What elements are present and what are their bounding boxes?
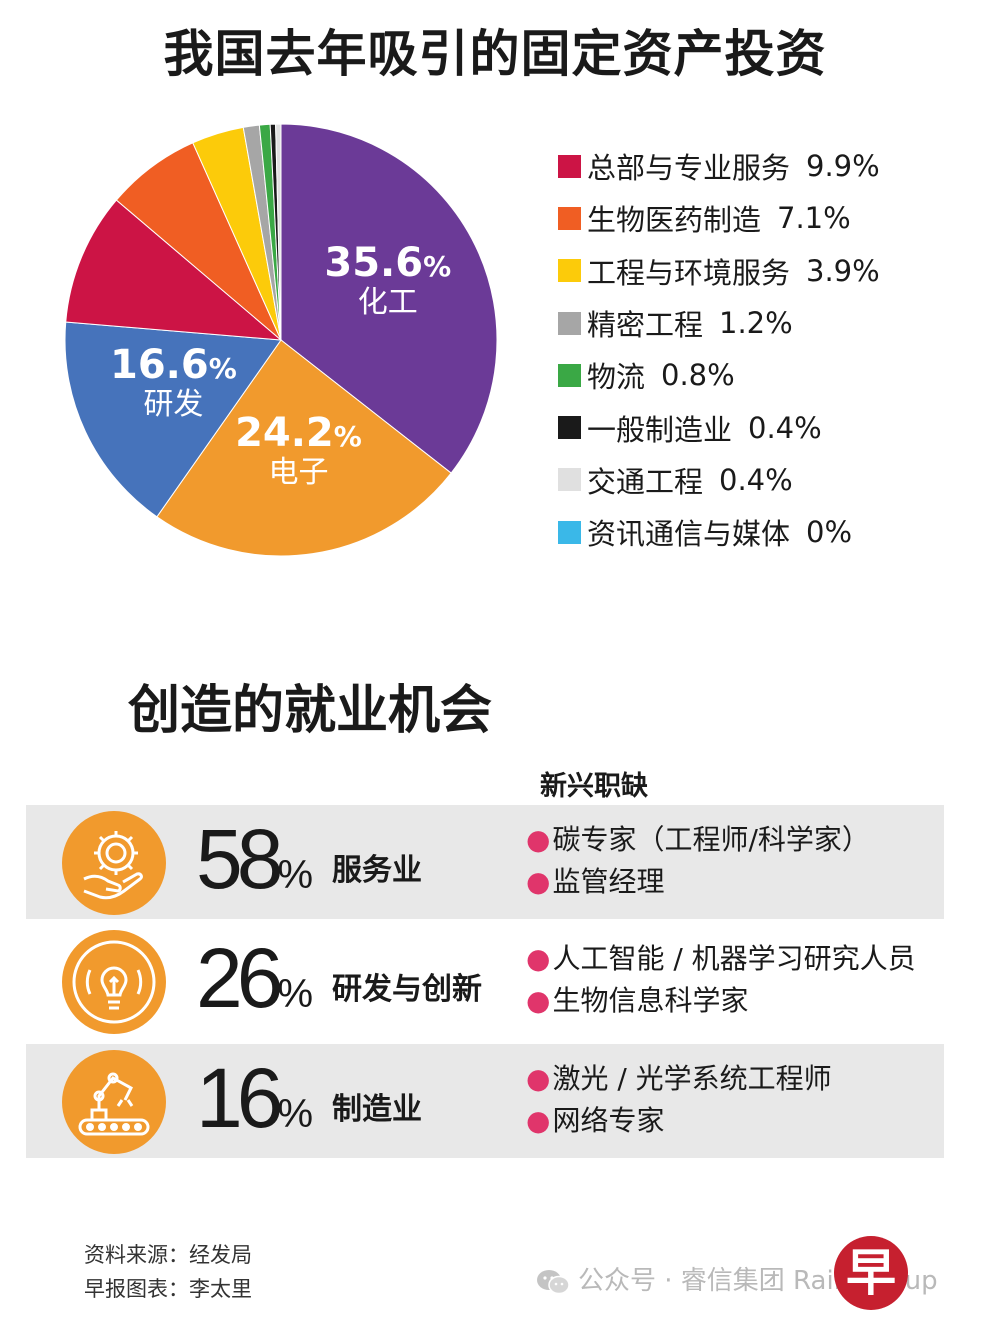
legend-value: 7.1% bbox=[777, 201, 851, 236]
legend-value: 1.2% bbox=[719, 306, 793, 341]
legend-value: 0.8% bbox=[661, 358, 735, 393]
pie-label-name: 电子 bbox=[268, 454, 329, 490]
pie-slice-9 bbox=[275, 123, 282, 341]
robot-arm-icon bbox=[62, 1050, 166, 1154]
legend-swatch bbox=[558, 520, 581, 544]
pie-slice-3 bbox=[65, 199, 283, 341]
lightbulb-icon bbox=[62, 930, 166, 1034]
pie-label-1: 24.2% 电子 bbox=[208, 410, 388, 491]
bullet-icon: ● bbox=[526, 942, 551, 975]
pie-label-2: 16.6% 研发 bbox=[83, 342, 263, 423]
source-note: 资料来源：经发局 bbox=[84, 1243, 252, 1267]
job-role: ●生物信息科学家 bbox=[526, 984, 749, 1017]
job-roles: ●人工智能 / 机器学习研究人员 ●生物信息科学家 bbox=[526, 938, 916, 1022]
footer: 资料来源：经发局 早报图表：李太里 bbox=[84, 1238, 252, 1306]
legend-label: 精密工程 bbox=[587, 308, 704, 343]
wechat-icon bbox=[537, 1269, 570, 1294]
job-sector: 研发与创新 bbox=[332, 972, 482, 1007]
pie-slice-1 bbox=[156, 339, 452, 557]
pie-chart bbox=[64, 123, 498, 557]
job-role: ●人工智能 / 机器学习研究人员 bbox=[526, 942, 916, 975]
legend-item: 工程与环境服务 3.9% bbox=[558, 245, 880, 297]
job-role: ●监管经理 bbox=[526, 865, 665, 898]
legend-value: 0.4% bbox=[748, 410, 822, 445]
legend-label: 资讯通信与媒体 bbox=[587, 517, 791, 552]
pie-slice-0 bbox=[280, 123, 498, 474]
bullet-icon: ● bbox=[526, 823, 551, 856]
legend-item: 精密工程 1.2% bbox=[558, 297, 880, 349]
bullet-icon: ● bbox=[526, 984, 551, 1017]
jobs-title: 创造的就业机会 bbox=[128, 681, 493, 741]
legend-swatch bbox=[558, 416, 581, 440]
job-percent: 26% bbox=[196, 931, 314, 1025]
job-role: ●激光 / 光学系统工程师 bbox=[526, 1062, 832, 1095]
legend-label: 总部与专业服务 bbox=[587, 151, 791, 186]
legend-item: 一般制造业 0.4% bbox=[558, 401, 880, 453]
legend-item: 资讯通信与媒体 0% bbox=[558, 506, 880, 558]
pie-label-value: 16.6% bbox=[110, 342, 237, 389]
pie-slice-2 bbox=[64, 321, 282, 518]
legend-item: 物流 0.8% bbox=[558, 349, 880, 401]
bullet-icon: ● bbox=[526, 865, 551, 898]
page-title: 我国去年吸引的固定资产投资 bbox=[163, 25, 827, 83]
bullet-icon: ● bbox=[526, 1104, 551, 1137]
job-sector: 服务业 bbox=[332, 853, 422, 888]
job-sector: 制造业 bbox=[332, 1092, 422, 1127]
legend-swatch bbox=[558, 363, 581, 387]
legend-value: 0.4% bbox=[719, 462, 793, 497]
legend-label: 工程与环境服务 bbox=[587, 255, 791, 290]
legend-swatch bbox=[558, 259, 581, 283]
job-roles: ●激光 / 光学系统工程师 ●网络专家 bbox=[526, 1058, 832, 1142]
pie-label-name: 化工 bbox=[357, 284, 418, 320]
legend-label: 一般制造业 bbox=[587, 412, 733, 447]
pie-label-name: 研发 bbox=[143, 387, 204, 423]
zaobao-logo: 早 bbox=[834, 1236, 908, 1310]
legend-label: 物流 bbox=[587, 360, 646, 395]
job-roles: ●碳专家（工程师/科学家） ●监管经理 bbox=[526, 819, 870, 903]
bullet-icon: ● bbox=[526, 1062, 551, 1095]
legend-swatch bbox=[558, 311, 581, 335]
job-percent: 16% bbox=[196, 1051, 314, 1145]
legend-item: 交通工程 0.4% bbox=[558, 454, 880, 506]
legend-swatch bbox=[558, 468, 581, 492]
legend-item: 生物医药制造 7.1% bbox=[558, 192, 880, 244]
legend-value: 3.9% bbox=[806, 253, 880, 288]
legend-value: 0% bbox=[806, 515, 853, 550]
legend-value: 9.9% bbox=[806, 149, 880, 184]
legend-label: 交通工程 bbox=[587, 464, 704, 499]
legend: 总部与专业服务 9.9% 生物医药制造 7.1% 工程与环境服务 3.9% 精密工程 1.2%… bbox=[558, 140, 880, 558]
pie-label-value: 24.2% bbox=[235, 409, 362, 456]
legend-swatch bbox=[558, 154, 581, 178]
job-role: ●网络专家 bbox=[526, 1104, 665, 1137]
legend-label: 生物医药制造 bbox=[587, 203, 762, 238]
job-role: ●碳专家（工程师/科学家） bbox=[526, 823, 870, 856]
job-percent: 58% bbox=[196, 812, 314, 906]
legend-swatch bbox=[558, 206, 581, 230]
job-row: 26% 研发与创新 ●人工智能 / 机器学习研究人员 ●生物信息科学家 bbox=[26, 924, 944, 1038]
pie-label-0: 35.6% 化工 bbox=[298, 240, 478, 321]
gear-hand-icon bbox=[62, 811, 166, 915]
pie-label-value: 35.6% bbox=[324, 239, 452, 286]
new-roles-header: 新兴职缺 bbox=[540, 771, 648, 802]
job-row: 16% 制造业 ●激光 / 光学系统工程师 ●网络专家 bbox=[26, 1044, 944, 1158]
chart-credit: 早报图表：李太里 bbox=[84, 1277, 252, 1301]
legend-item: 总部与专业服务 9.9% bbox=[558, 140, 880, 192]
job-row: 58% 服务业 ●碳专家（工程师/科学家） ●监管经理 bbox=[26, 805, 944, 919]
